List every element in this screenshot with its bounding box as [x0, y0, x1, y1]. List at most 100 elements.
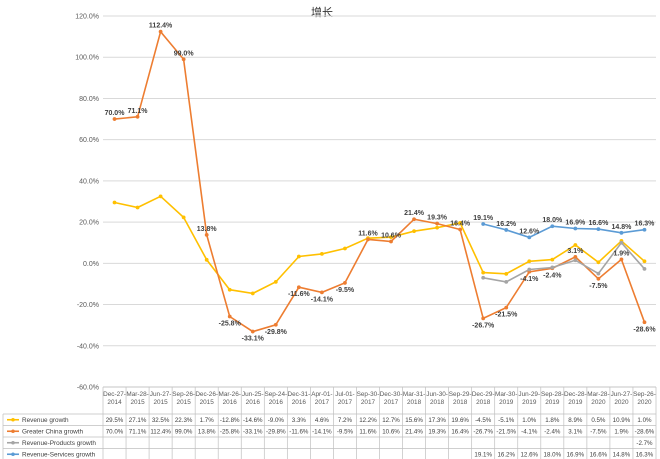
table-cell: 16.2% — [497, 452, 515, 459]
table-cell: 112.4% — [150, 429, 171, 436]
category-label: Mar-30-2019 — [495, 391, 517, 406]
category-label-line: 2017 — [338, 399, 353, 406]
point-label: 21.4% — [404, 210, 425, 217]
data-point — [250, 329, 255, 334]
data-point — [366, 237, 370, 242]
data-point — [296, 285, 301, 290]
table-cell: -29.8% — [266, 429, 286, 436]
category-label: Sep-26-2020 — [633, 391, 656, 406]
data-point — [481, 222, 486, 226]
legend-label: Revenue-Services growth — [22, 452, 96, 459]
data-point — [181, 57, 186, 62]
table-cell: -2.7% — [636, 440, 653, 447]
y-tick-label: 0.0% — [83, 261, 99, 268]
data-point — [596, 227, 601, 232]
data-point — [389, 239, 393, 244]
y-tick-label: -40.0% — [77, 343, 99, 350]
table-cell: 21.4% — [405, 429, 423, 436]
category-label: Mar-31-2018 — [403, 391, 425, 406]
point-label: 70.0% — [105, 110, 126, 117]
table-cell: 16.9% — [567, 452, 585, 459]
point-label: 99.0% — [174, 50, 195, 57]
legend-marker — [11, 452, 15, 457]
table-cell: -14.6% — [243, 417, 263, 424]
series-line-3 — [483, 223, 645, 239]
point-label: -7.5% — [589, 283, 608, 290]
table-cell: 16.3% — [636, 452, 654, 459]
table-cell: 14.8% — [613, 452, 631, 459]
table-cell: 3.3% — [292, 417, 307, 424]
data-point — [343, 281, 347, 285]
data-point — [481, 316, 486, 321]
y-tick-label: 20.0% — [79, 220, 99, 227]
point-label: -28.6% — [633, 326, 656, 333]
category-label-line: Jun-30- — [426, 391, 448, 398]
table-cell: 12.6% — [520, 452, 538, 459]
data-point — [573, 258, 578, 263]
point-label: -25.8% — [219, 321, 242, 328]
legend-label: Greater China growth — [22, 429, 84, 436]
table-cell: 1.0% — [522, 417, 537, 424]
point-label: 3.1% — [567, 248, 584, 255]
data-point — [112, 200, 117, 205]
data-point — [112, 117, 117, 121]
data-point — [273, 322, 278, 327]
category-label-line: 2015 — [130, 399, 145, 406]
data-point — [504, 271, 509, 276]
category-label: Dec-29-2018 — [472, 391, 495, 406]
point-label: -11.6% — [288, 291, 311, 298]
point-label: -2.4% — [543, 272, 562, 279]
table-cell: -25.8% — [220, 429, 240, 436]
table-cell: 16.6% — [590, 452, 608, 459]
data-point — [573, 255, 578, 259]
data-point — [596, 260, 601, 265]
category-label-line: 2020 — [591, 399, 606, 406]
series-line-0 — [114, 195, 646, 295]
table-cell: 0.5% — [591, 417, 606, 424]
data-point — [204, 232, 209, 237]
table-cell: 29.5% — [106, 417, 124, 424]
table-cell: 18.0% — [544, 452, 562, 459]
table-cell: 3.1% — [568, 429, 583, 436]
category-label: Dec-28-2019 — [564, 391, 587, 406]
table-cell: 16.4% — [451, 429, 469, 436]
category-label-line: Dec-27- — [103, 391, 126, 398]
category-label-line: 2017 — [384, 399, 399, 406]
table-cell: -14.1% — [312, 429, 332, 436]
category-label-line: Dec-26- — [195, 391, 218, 398]
data-point — [458, 227, 463, 232]
table-cell: -12.8% — [220, 417, 240, 424]
point-label: 14.8% — [612, 224, 633, 231]
category-label-line: Dec-29- — [472, 391, 495, 398]
table-cell: 99.0% — [175, 429, 193, 436]
category-label-line: 2018 — [407, 399, 422, 406]
table-cell: 15.6% — [405, 417, 423, 424]
data-table: Dec-27-2014Mar-28-2015Jun-27-2015Sep-26-… — [2, 386, 657, 459]
data-point — [481, 275, 486, 280]
category-label-line: 2016 — [269, 399, 284, 406]
table-cell: 17.3% — [428, 417, 446, 424]
category-label-line: 2016 — [246, 399, 261, 406]
category-label-line: Mar-28- — [126, 391, 148, 398]
table-cell: 19.3% — [428, 429, 446, 436]
y-tick-label: 120.0% — [75, 14, 99, 21]
data-point — [550, 257, 555, 262]
category-label: Dec-27-2014 — [103, 391, 126, 406]
category-label-line: Sep-28- — [541, 391, 564, 398]
data-point — [642, 320, 647, 325]
category-label: Sep-24-2016 — [264, 391, 287, 406]
legend-label: Revenue-Products growth — [22, 440, 96, 447]
category-label-line: 2019 — [522, 399, 537, 406]
data-point — [135, 205, 140, 210]
category-label-line: Sep-29- — [449, 391, 472, 398]
data-point — [250, 291, 255, 296]
data-point — [435, 221, 440, 226]
data-point — [596, 276, 601, 281]
y-tick-label: 60.0% — [79, 137, 99, 144]
legend-label: Revenue growth — [22, 417, 69, 424]
point-label: -14.1% — [311, 296, 334, 303]
data-point — [550, 265, 555, 270]
data-point — [343, 246, 347, 251]
table-cell: 12.7% — [382, 417, 400, 424]
legend-marker — [11, 440, 15, 445]
